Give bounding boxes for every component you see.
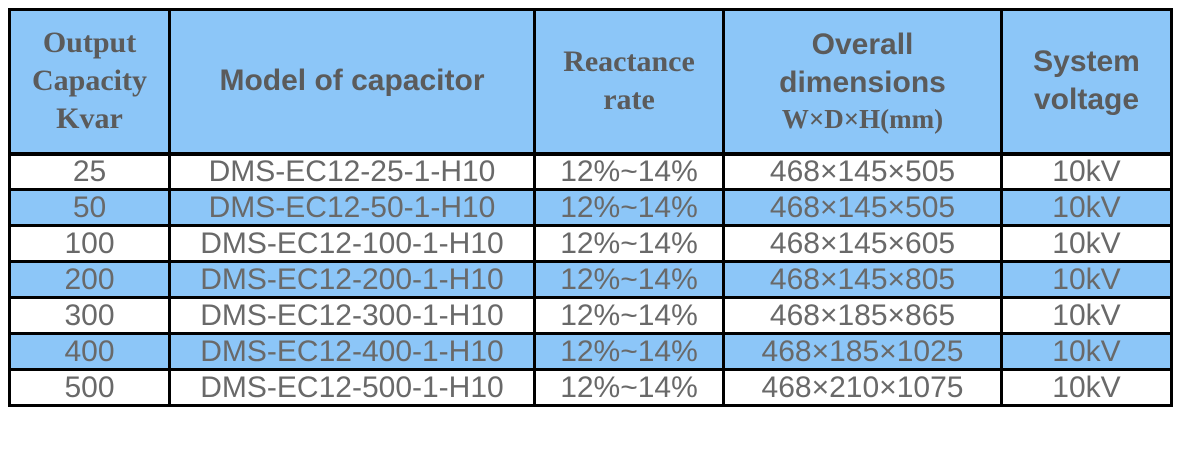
header-output-capacity: Output Capacity Kvar: [8, 8, 171, 156]
cell-voltage: 10kV: [1000, 368, 1173, 407]
table-row: 500 DMS-EC12-500-1-H10 12%~14% 468×210×1…: [8, 368, 1173, 407]
cell-dimensions: 468×145×505: [722, 188, 1003, 227]
table-row: 100 DMS-EC12-100-1-H10 12%~14% 468×145×6…: [8, 224, 1173, 263]
cell-voltage: 10kV: [1000, 296, 1173, 335]
table-body: 25 DMS-EC12-25-1-H10 12%~14% 468×145×505…: [8, 152, 1173, 407]
cell-model: DMS-EC12-200-1-H10: [168, 260, 536, 299]
table-header: Output Capacity Kvar Model of capacitor …: [8, 8, 1173, 156]
header-model-of-capacitor: Model of capacitor: [168, 8, 536, 156]
cell-reactance: 12%~14%: [533, 296, 725, 335]
cell-capacity: 50: [8, 188, 171, 227]
cell-model: DMS-EC12-50-1-H10: [168, 188, 536, 227]
cell-reactance: 12%~14%: [533, 368, 725, 407]
cell-capacity: 200: [8, 260, 171, 299]
page: Output Capacity Kvar Model of capacitor …: [8, 8, 1173, 407]
header-dimension-units: W×D×H(mm): [781, 104, 944, 135]
header-line: Kvar: [56, 102, 123, 136]
table-header-row: Output Capacity Kvar Model of capacitor …: [8, 8, 1173, 156]
table-row: 200 DMS-EC12-200-1-H10 12%~14% 468×145×8…: [8, 260, 1173, 299]
header-line: dimensions: [779, 65, 946, 99]
header-line: Model of capacitor: [219, 64, 485, 98]
cell-voltage: 10kV: [1000, 332, 1173, 371]
cell-capacity: 25: [8, 152, 171, 191]
header-line: Overall: [811, 27, 914, 61]
cell-reactance: 12%~14%: [533, 152, 725, 191]
header-line: voltage: [1033, 83, 1140, 117]
header-reactance-rate: Reactance rate: [533, 8, 725, 156]
cell-dimensions: 468×210×1075: [722, 368, 1003, 407]
cell-dimensions: 468×145×805: [722, 260, 1003, 299]
capacitor-spec-table: Output Capacity Kvar Model of capacitor …: [8, 8, 1173, 407]
cell-reactance: 12%~14%: [533, 332, 725, 371]
cell-reactance: 12%~14%: [533, 224, 725, 263]
header-line: Reactance: [563, 44, 695, 78]
cell-model: DMS-EC12-100-1-H10: [168, 224, 536, 263]
table-row: 25 DMS-EC12-25-1-H10 12%~14% 468×145×505…: [8, 152, 1173, 191]
header-line: Output: [42, 25, 137, 59]
cell-dimensions: 468×145×605: [722, 224, 1003, 263]
header-line: Capacity: [32, 64, 147, 98]
table-row: 400 DMS-EC12-400-1-H10 12%~14% 468×185×1…: [8, 332, 1173, 371]
cell-dimensions: 468×185×865: [722, 296, 1003, 335]
table-row: 300 DMS-EC12-300-1-H10 12%~14% 468×185×8…: [8, 296, 1173, 335]
cell-voltage: 10kV: [1000, 260, 1173, 299]
cell-voltage: 10kV: [1000, 224, 1173, 263]
cell-model: DMS-EC12-500-1-H10: [168, 368, 536, 407]
header-line: rate: [603, 83, 655, 117]
header-overall-dimensions: Overall dimensions W×D×H(mm): [722, 8, 1003, 156]
cell-model: DMS-EC12-25-1-H10: [168, 152, 536, 191]
cell-capacity: 300: [8, 296, 171, 335]
cell-dimensions: 468×185×1025: [722, 332, 1003, 371]
cell-capacity: 100: [8, 224, 171, 263]
header-line: System: [1033, 44, 1140, 78]
cell-dimensions: 468×145×505: [722, 152, 1003, 191]
header-system-voltage: System voltage: [1000, 8, 1173, 156]
cell-capacity: 400: [8, 332, 171, 371]
cell-model: DMS-EC12-300-1-H10: [168, 296, 536, 335]
cell-voltage: 10kV: [1000, 152, 1173, 191]
cell-reactance: 12%~14%: [533, 188, 725, 227]
cell-capacity: 500: [8, 368, 171, 407]
cell-voltage: 10kV: [1000, 188, 1173, 227]
cell-model: DMS-EC12-400-1-H10: [168, 332, 536, 371]
cell-reactance: 12%~14%: [533, 260, 725, 299]
table-row: 50 DMS-EC12-50-1-H10 12%~14% 468×145×505…: [8, 188, 1173, 227]
